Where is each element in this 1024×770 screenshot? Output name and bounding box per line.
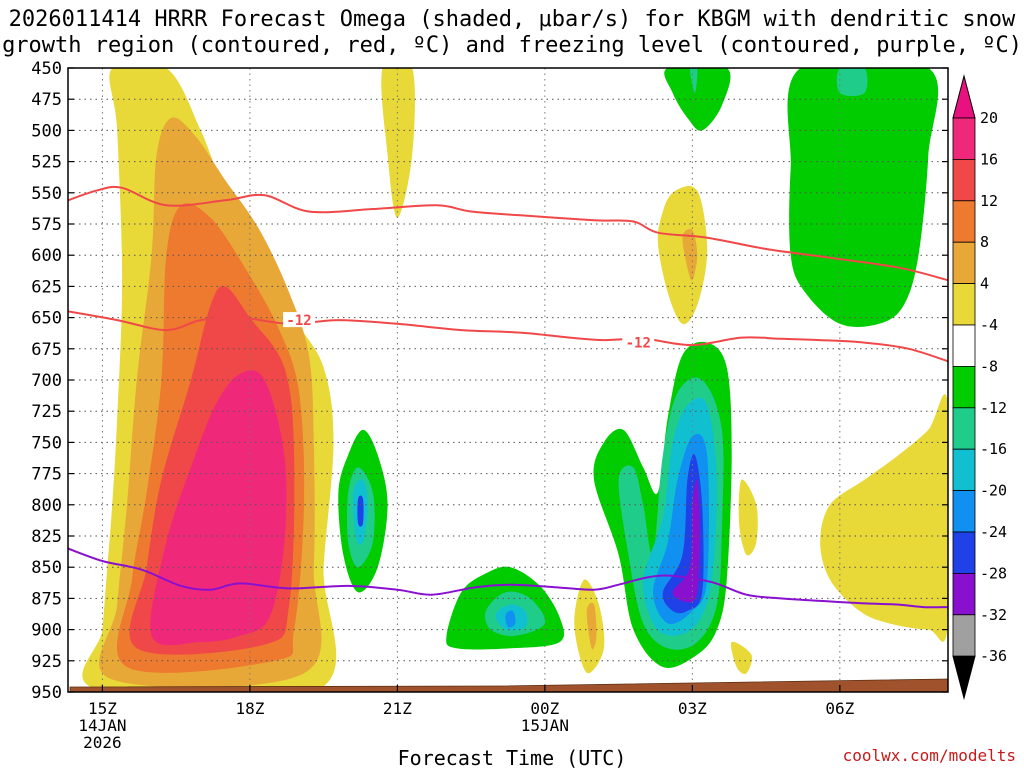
contour-label: -12 [286, 313, 311, 329]
y-tick-label: 950 [31, 683, 62, 703]
colorbar-label: 8 [980, 233, 989, 251]
x-tick-label: 18Z [235, 699, 264, 718]
chart-title-line-2: growth region (contoured, red, ºC) and f… [2, 33, 1022, 58]
y-tick-label: 775 [31, 465, 62, 485]
y-tick-label: 900 [31, 621, 62, 641]
x-tick-label: 06Z [825, 699, 854, 718]
y-tick-label: 825 [31, 527, 62, 547]
y-tick-label: 850 [31, 558, 62, 578]
colorbar-bin [952, 490, 976, 533]
colorbar-label: -36 [980, 647, 1007, 665]
contour-dgz-upper-isotherm [68, 185, 948, 282]
y-tick-label: 500 [31, 121, 62, 141]
y-tick-label: 675 [31, 340, 62, 360]
colorbar-label: -8 [980, 357, 998, 375]
x-tick-sublabel: 15JAN [521, 716, 569, 735]
omega-area-descent-green-top-b [787, 68, 939, 327]
x-tick-sublabel: 2026 [83, 733, 122, 752]
x-tick-label: 03Z [678, 699, 707, 718]
y-tick-label: 725 [31, 402, 62, 422]
y-tick-label: 700 [31, 371, 62, 391]
colorbar-label: 20 [980, 109, 998, 127]
y-tick-label: 650 [31, 309, 62, 329]
omega-area-ascent-yellow-east [820, 394, 948, 642]
colorbar-bin [952, 407, 976, 450]
omega-area-descent-green-top-a [664, 68, 731, 131]
omega-area-descent-purple-03z [672, 479, 700, 603]
colorbar-bin [952, 614, 976, 657]
colorbar-label: -24 [980, 523, 1007, 541]
y-tick-label: 625 [31, 277, 62, 297]
colorbar-label: 12 [980, 192, 998, 210]
colorbar-label: -4 [980, 316, 998, 334]
colorbar-bin [952, 573, 976, 616]
contour-layer: -12 -12 [68, 185, 948, 609]
chart-title-line-1: 2026011414 HRRR Forecast Omega (shaded, … [8, 7, 1016, 32]
y-tick-label: 875 [31, 589, 62, 609]
y-tick-label: 925 [31, 652, 62, 672]
x-tick-label: 00Z [530, 699, 559, 718]
omega-area-ascent-magenta [150, 370, 287, 646]
y-tick-label: 575 [31, 215, 62, 235]
colorbar-bin [952, 117, 976, 160]
colorbar-bottom-arrow [952, 655, 976, 701]
colorbar: 20 16 12 8 4 -4 -8 -12 -16 -20 -24 -28 -32 -36 [952, 74, 1007, 701]
colorbar-bin [952, 283, 976, 326]
x-tick-label: 21Z [383, 699, 412, 718]
omega-area-descent-blue-23z [505, 610, 516, 628]
omega-area-ascent-orange-small-0030 [586, 602, 597, 650]
colorbar-label: -12 [980, 399, 1007, 417]
gridlines [68, 68, 948, 692]
y-tick-label: 525 [31, 153, 62, 173]
omega-area-ascent-yellow-03z-b [731, 641, 753, 674]
omega-area-descent-blue-20z [357, 495, 364, 527]
omega-area-descent-teal-top-a [689, 68, 698, 93]
contour-freezing-level [68, 547, 948, 609]
colorbar-label: 16 [980, 150, 998, 168]
colorbar-bin [952, 324, 976, 367]
omega-area-descent-teal-top-b [836, 68, 868, 97]
contour-label: -12 [626, 336, 651, 352]
y-tick-label: 475 [31, 90, 62, 110]
omega-area-ascent-yellow-21z-streak [381, 68, 415, 218]
omega-area-ascent-yellow-02z [657, 186, 708, 325]
colorbar-label: 4 [980, 275, 989, 293]
y-tick-label: 550 [31, 184, 62, 204]
y-axis: 450 475 500 525 550 575 600 625 650 675 700 725 750 7… [31, 59, 948, 703]
colorbar-bin [952, 531, 976, 574]
omega-area-ascent-yellow-03z-a [738, 479, 758, 556]
source-credit: coolwx.com/modelts [842, 746, 1016, 765]
x-tick-label: 15Z [88, 699, 117, 718]
colorbar-bin [952, 200, 976, 243]
colorbar-label: -32 [980, 606, 1007, 624]
y-tick-label: 800 [31, 496, 62, 516]
colorbar-label: -16 [980, 440, 1007, 458]
contour-label-bg [622, 334, 655, 350]
colorbar-label: -20 [980, 482, 1007, 500]
colorbar-bin [952, 365, 976, 409]
y-tick-label: 450 [31, 59, 62, 79]
colorbar-bin [952, 241, 976, 284]
colorbar-top-arrow [952, 74, 976, 119]
contour-label-bg [283, 312, 316, 328]
y-tick-label: 600 [31, 246, 62, 266]
contour-dgz-lower-isotherm [68, 310, 948, 363]
colorbar-bin [952, 158, 976, 202]
x-axis-title: Forecast Time (UTC) [397, 746, 627, 770]
colorbar-bin [952, 448, 976, 492]
x-tick-sublabel: 14JAN [78, 716, 126, 735]
y-tick-label: 750 [31, 433, 62, 453]
colorbar-label: -28 [980, 564, 1007, 582]
